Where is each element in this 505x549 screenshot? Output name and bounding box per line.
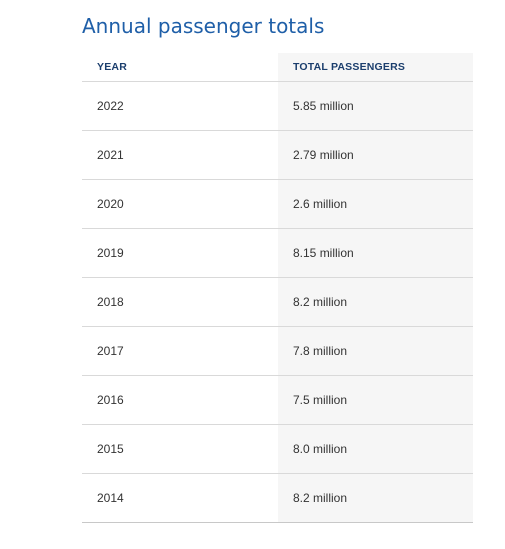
total-passengers-cell: 8.2 million xyxy=(278,473,473,523)
total-passengers-cell: 8.2 million xyxy=(278,277,473,327)
total-passengers-cell: 2.79 million xyxy=(278,130,473,180)
year-cell: 2022 xyxy=(82,81,278,131)
table-header-row: YEAR TOTAL PASSENGERS xyxy=(82,53,473,82)
page-title: Annual passenger totals xyxy=(82,14,325,38)
total-passengers-cell: 8.15 million xyxy=(278,228,473,278)
table-row: 2017 7.8 million xyxy=(82,326,473,376)
table-row: 2015 8.0 million xyxy=(82,424,473,474)
total-passengers-cell: 5.85 million xyxy=(278,81,473,131)
year-cell: 2018 xyxy=(82,277,278,327)
table-row: 2019 8.15 million xyxy=(82,228,473,278)
total-passengers-cell: 2.6 million xyxy=(278,179,473,229)
year-cell: 2014 xyxy=(82,473,278,523)
total-passengers-cell: 7.8 million xyxy=(278,326,473,376)
column-header-total-passengers: TOTAL PASSENGERS xyxy=(278,53,473,82)
year-cell: 2021 xyxy=(82,130,278,180)
year-cell: 2019 xyxy=(82,228,278,278)
table-row: 2020 2.6 million xyxy=(82,179,473,229)
total-passengers-cell: 7.5 million xyxy=(278,375,473,425)
table-row: 2014 8.2 million xyxy=(82,473,473,523)
table-row: 2021 2.79 million xyxy=(82,130,473,180)
year-cell: 2020 xyxy=(82,179,278,229)
total-passengers-cell: 8.0 million xyxy=(278,424,473,474)
year-cell: 2015 xyxy=(82,424,278,474)
year-cell: 2016 xyxy=(82,375,278,425)
table-row: 2022 5.85 million xyxy=(82,81,473,131)
year-cell: 2017 xyxy=(82,326,278,376)
table-row: 2018 8.2 million xyxy=(82,277,473,327)
passenger-totals-table: YEAR TOTAL PASSENGERS 2022 5.85 million … xyxy=(82,53,473,523)
table-row: 2016 7.5 million xyxy=(82,375,473,425)
column-header-year: YEAR xyxy=(82,53,278,82)
